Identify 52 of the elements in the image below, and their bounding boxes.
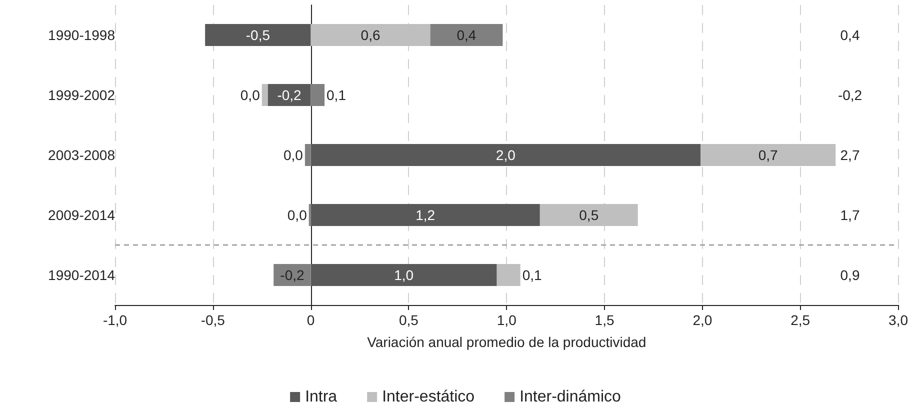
y-tick-label: 2009-2014 xyxy=(48,207,116,223)
data-label: 1,2 xyxy=(416,207,436,223)
bar xyxy=(268,84,311,106)
bar xyxy=(262,84,268,106)
bar xyxy=(700,144,836,166)
legend-label: Intra xyxy=(305,388,338,406)
annotation: 1,7 xyxy=(840,207,860,223)
bar xyxy=(496,264,520,286)
x-axis-title: Variación anual promedio de la productividad xyxy=(367,334,646,350)
x-tick-label: 3,0 xyxy=(888,312,908,328)
x-tick-label: -0,5 xyxy=(200,312,226,328)
x-tick-label: 2,5 xyxy=(790,312,810,328)
data-label: -0,2 xyxy=(280,267,304,283)
legend-label: Inter-estático xyxy=(382,388,475,406)
bar xyxy=(430,24,503,46)
y-tick-label: 2003-2008 xyxy=(48,147,116,163)
x-tick-label: 0 xyxy=(306,312,315,328)
x-tick-label: 2,0 xyxy=(692,312,712,328)
annotation: 2,7 xyxy=(840,147,860,163)
data-label: 0,0 xyxy=(240,87,260,103)
data-label: -0,2 xyxy=(277,87,302,103)
y-tick-label: 1990-2014 xyxy=(48,267,116,283)
legend-label: Inter-dinámico xyxy=(520,388,622,406)
bar xyxy=(304,144,311,166)
bar xyxy=(540,204,638,226)
data-label: 0,1 xyxy=(326,87,346,103)
bar xyxy=(205,24,311,46)
bar xyxy=(274,264,311,286)
data-label: 0,6 xyxy=(360,27,380,43)
data-label: 0,1 xyxy=(522,267,542,283)
data-label: 2,0 xyxy=(496,147,516,163)
x-tick-label: -1,0 xyxy=(102,312,128,328)
x-tick-label: 0,5 xyxy=(398,312,419,328)
annotation: 0,9 xyxy=(840,267,860,283)
data-label: 0,4 xyxy=(456,27,476,43)
bar xyxy=(310,144,700,166)
data-label: 0,5 xyxy=(579,207,599,223)
data-label: 1,0 xyxy=(394,267,414,283)
annotation: -0,2 xyxy=(838,87,862,103)
y-tick-label: 1999-2002 xyxy=(48,87,116,103)
bar xyxy=(310,264,497,286)
y-tick-label: 1990-1998 xyxy=(48,27,116,43)
x-tick-label: 1,5 xyxy=(594,312,614,328)
x-tick-label: 1,0 xyxy=(496,312,517,328)
bar xyxy=(310,84,325,106)
bar xyxy=(310,204,540,226)
annotation: 0,4 xyxy=(840,27,860,43)
data-label: -0,5 xyxy=(246,27,270,43)
bar xyxy=(310,24,430,46)
data-label: 0,0 xyxy=(287,207,308,223)
data-label: 0,0 xyxy=(283,147,304,163)
data-label: 0,7 xyxy=(758,147,778,163)
